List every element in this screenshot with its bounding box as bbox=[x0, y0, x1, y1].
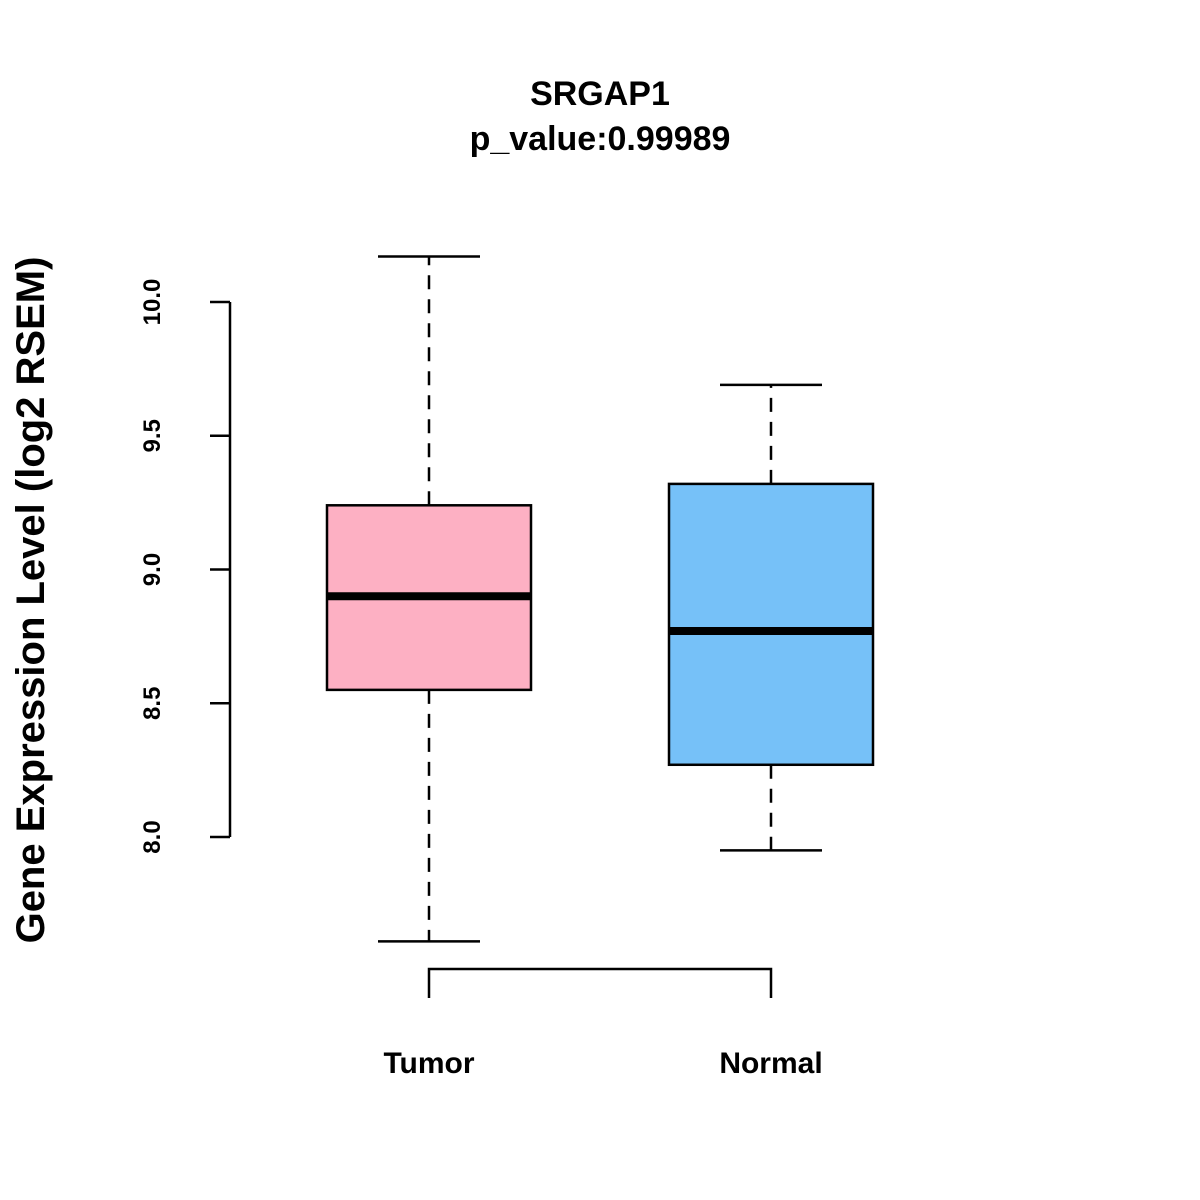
y-tick-label: 8.5 bbox=[139, 687, 166, 720]
y-tick-label: 10.0 bbox=[139, 279, 166, 326]
chart-subtitle: p_value:0.99989 bbox=[470, 120, 731, 158]
y-tick-label: 9.5 bbox=[139, 419, 166, 452]
comparison-bracket bbox=[427, 967, 773, 998]
bracket-line bbox=[427, 967, 773, 998]
chart-title: SRGAP1 bbox=[530, 75, 670, 113]
x-label-tumor: Tumor bbox=[383, 1047, 474, 1080]
y-axis: 8.0 8.5 9.0 9.5 10.0 bbox=[139, 279, 232, 854]
y-tick-label: 8.0 bbox=[139, 820, 166, 853]
x-axis-labels: Tumor Normal bbox=[383, 1047, 822, 1080]
boxes-group bbox=[325, 255, 875, 943]
normal-box bbox=[667, 482, 875, 767]
x-label-normal: Normal bbox=[719, 1047, 822, 1080]
y-tick-label: 9.0 bbox=[139, 553, 166, 586]
y-axis-label: Gene Expression Level (log2 RSEM) bbox=[9, 257, 53, 944]
